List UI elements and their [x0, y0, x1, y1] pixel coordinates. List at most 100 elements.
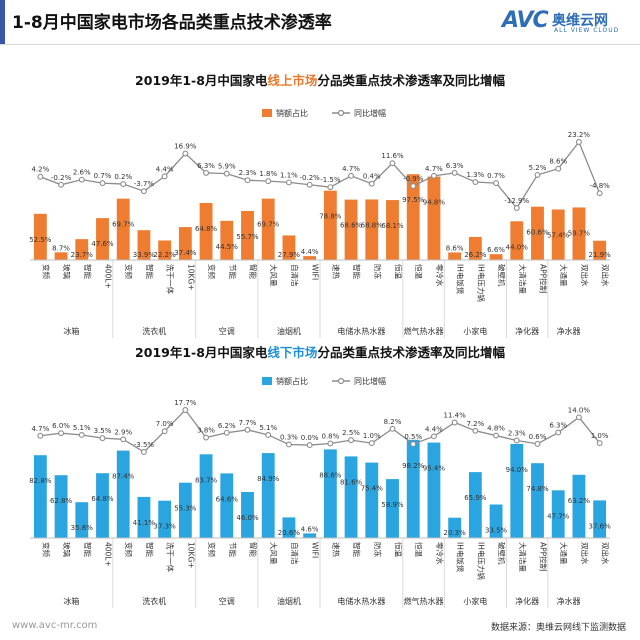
bar-data-label: 46.0%: [236, 514, 259, 522]
category-group-label: 燃气热水器: [404, 326, 444, 336]
growth-data-label: 0.5%: [404, 433, 422, 441]
bar: [241, 210, 254, 260]
bar: [261, 453, 275, 538]
bar: [75, 239, 89, 260]
bar: [54, 475, 68, 538]
growth-point: [99, 180, 106, 187]
growth-data-label: 0.8%: [321, 432, 339, 440]
growth-point: [596, 440, 603, 447]
growth-point: [493, 432, 500, 439]
growth-point: [472, 427, 479, 434]
bar: [427, 442, 441, 538]
bar: [220, 220, 234, 260]
bar-data-label: 59.7%: [568, 229, 591, 237]
growth-data-label: 0.7%: [487, 172, 505, 180]
growth-data-label: 6.3%: [446, 162, 464, 170]
growth-data-label: 4.8%: [487, 425, 505, 433]
category-tick-label: 恒温: [414, 264, 424, 279]
bar: [282, 235, 296, 260]
growth-data-label: 8.2%: [384, 418, 402, 426]
category-tick-label: 大通量: [559, 264, 569, 287]
category-group-label: 油烟机: [277, 326, 301, 336]
bar-data-label: 68.6%: [340, 222, 363, 230]
growth-point: [472, 179, 479, 185]
growth-data-label: -3.7%: [134, 180, 155, 188]
category-tick-label: 变频: [207, 264, 217, 279]
bar-data-label: 64.6%: [216, 495, 239, 503]
category-tick-label: 双出水: [580, 542, 590, 565]
bar: [158, 500, 172, 538]
growth-point: [285, 441, 292, 448]
bar: [323, 190, 337, 260]
category-tick-label: IH电饭煲: [456, 264, 466, 295]
logo-cn-text: 奥维云网: [552, 13, 608, 29]
legend-line-label: 同比增幅: [354, 376, 386, 386]
bar-data-label: 68.1%: [381, 222, 404, 230]
growth-point: [368, 440, 375, 447]
bar-data-label: 62.8%: [50, 497, 73, 505]
bar: [282, 517, 296, 538]
chart-legend: 销额占比 同比增幅: [262, 108, 386, 118]
bar-data-label: 37.4%: [174, 249, 197, 257]
category-tick-label: 防冻: [373, 264, 383, 279]
footer-source: 数据来源：奥维云网线下监测数据: [490, 623, 626, 633]
growth-point: [285, 179, 292, 186]
bar: [551, 209, 565, 260]
bar-data-label: 88.6%: [319, 471, 342, 479]
growth-point: [348, 172, 355, 179]
category-tick-label: 变频: [124, 264, 134, 279]
growth-data-label: 2.9%: [114, 428, 132, 436]
growth-point: [120, 436, 127, 443]
growth-data-label: 1.1%: [280, 171, 298, 179]
growth-data-label: 5.2%: [529, 164, 547, 172]
bar: [75, 502, 89, 538]
bar-data-label: 60.6%: [526, 229, 549, 237]
bar: [54, 252, 68, 260]
bar-data-label: 33.9%: [133, 251, 156, 259]
bar-data-label: 8.7%: [52, 244, 70, 252]
category-tick-label: 400L+: [104, 264, 113, 289]
page-title: 1-8月中国家电市场各品类重点技术渗透率: [12, 13, 332, 33]
category-tick-label: 节能: [228, 264, 238, 279]
bar-data-label: 27.9%: [278, 251, 301, 259]
category-tick-label: 速热: [331, 264, 341, 279]
bar: [303, 533, 317, 538]
growth-data-label: -1.5%: [320, 176, 341, 184]
growth-point: [99, 435, 106, 442]
growth-point: [575, 414, 582, 421]
category-group-label: 冰箱: [63, 326, 79, 336]
growth-data-label: 5.1%: [259, 424, 277, 432]
bar-data-label: 33.5%: [485, 527, 508, 535]
growth-data-label: 7.0%: [156, 420, 174, 428]
bar: [406, 174, 420, 260]
growth-point: [410, 441, 417, 448]
bar-data-label: 84.9%: [257, 475, 280, 483]
growth-point: [203, 169, 210, 176]
growth-point: [223, 429, 230, 436]
page-header: 1-8月中国家电市场各品类重点技术渗透率 AVC 奥维云网 ALL VIEW C…: [0, 0, 640, 44]
growth-point: [306, 181, 313, 188]
category-tick-label: 智能: [83, 264, 93, 279]
growth-point: [37, 432, 44, 439]
growth-point: [534, 171, 541, 178]
growth-data-label: -3.5%: [134, 441, 155, 449]
legend-line-marker: [337, 377, 345, 385]
growth-data-label: 2.3%: [508, 430, 526, 438]
category-tick-label: 零冷水: [435, 264, 445, 287]
category-group-label: 燃气热水器: [404, 596, 444, 606]
growth-data-label: 0.0%: [301, 434, 319, 442]
bar: [510, 221, 524, 260]
category-tick-label: 变频: [124, 542, 134, 557]
bar-data-label: 82.8%: [29, 477, 52, 485]
growth-data-label: 14.0%: [568, 406, 591, 414]
growth-data-label: 3.8%: [197, 427, 215, 435]
growth-point: [555, 429, 562, 436]
category-tick-label: 智能: [249, 542, 259, 557]
bar: [531, 206, 544, 260]
category-tick-label: 零冷水: [435, 542, 445, 565]
bar-data-label: 78.8%: [319, 213, 342, 221]
bar-data-label: 69.7%: [257, 221, 280, 229]
bar: [344, 456, 358, 538]
bar: [468, 236, 482, 260]
category-group-label: 小家电: [463, 326, 487, 336]
